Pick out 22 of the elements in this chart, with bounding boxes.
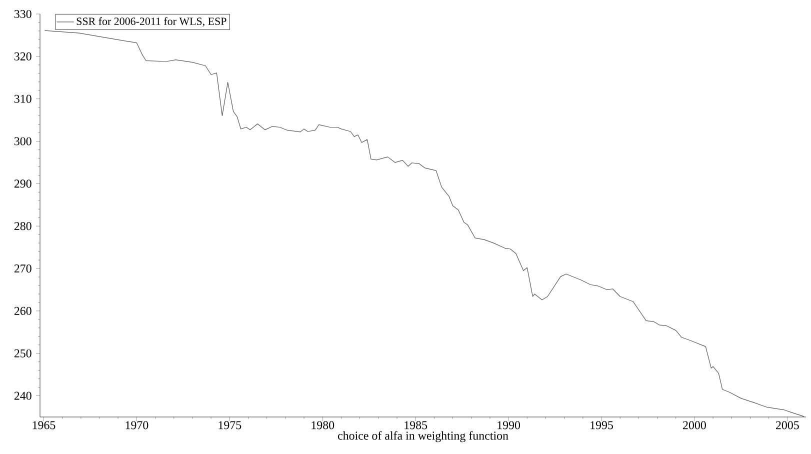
y-tick-label: 270 — [14, 264, 32, 273]
x-axis-title: choice of alfa in weighting function — [338, 431, 508, 442]
y-tick-label: 280 — [14, 222, 32, 230]
x-tick-label: 2005 — [776, 421, 799, 430]
x-tick-label: 1990 — [498, 421, 520, 430]
x-tick-label: 1985 — [404, 421, 428, 430]
y-tick-label: 260 — [14, 306, 32, 315]
x-tick-label: 2000 — [683, 421, 706, 430]
y-tick-label: 320 — [14, 52, 32, 60]
line-series — [44, 30, 804, 417]
y-tick-label: 310 — [14, 94, 32, 103]
legend-label: SSR for 2006-2011 for WLS, ESP — [76, 17, 226, 27]
y-tick-label: 250 — [14, 349, 32, 358]
y-tick-label: 240 — [14, 392, 32, 400]
y-tick-label: 290 — [14, 180, 32, 188]
x-tick-label: 1970 — [126, 421, 148, 430]
x-tick-label: 1965 — [32, 421, 56, 430]
y-tick-label: 330 — [14, 10, 32, 18]
x-tick-label: 1995 — [590, 421, 613, 430]
x-tick-label: 1980 — [312, 421, 334, 430]
x-tick-label: 1975 — [218, 421, 242, 430]
y-tick-label: 300 — [14, 137, 32, 146]
